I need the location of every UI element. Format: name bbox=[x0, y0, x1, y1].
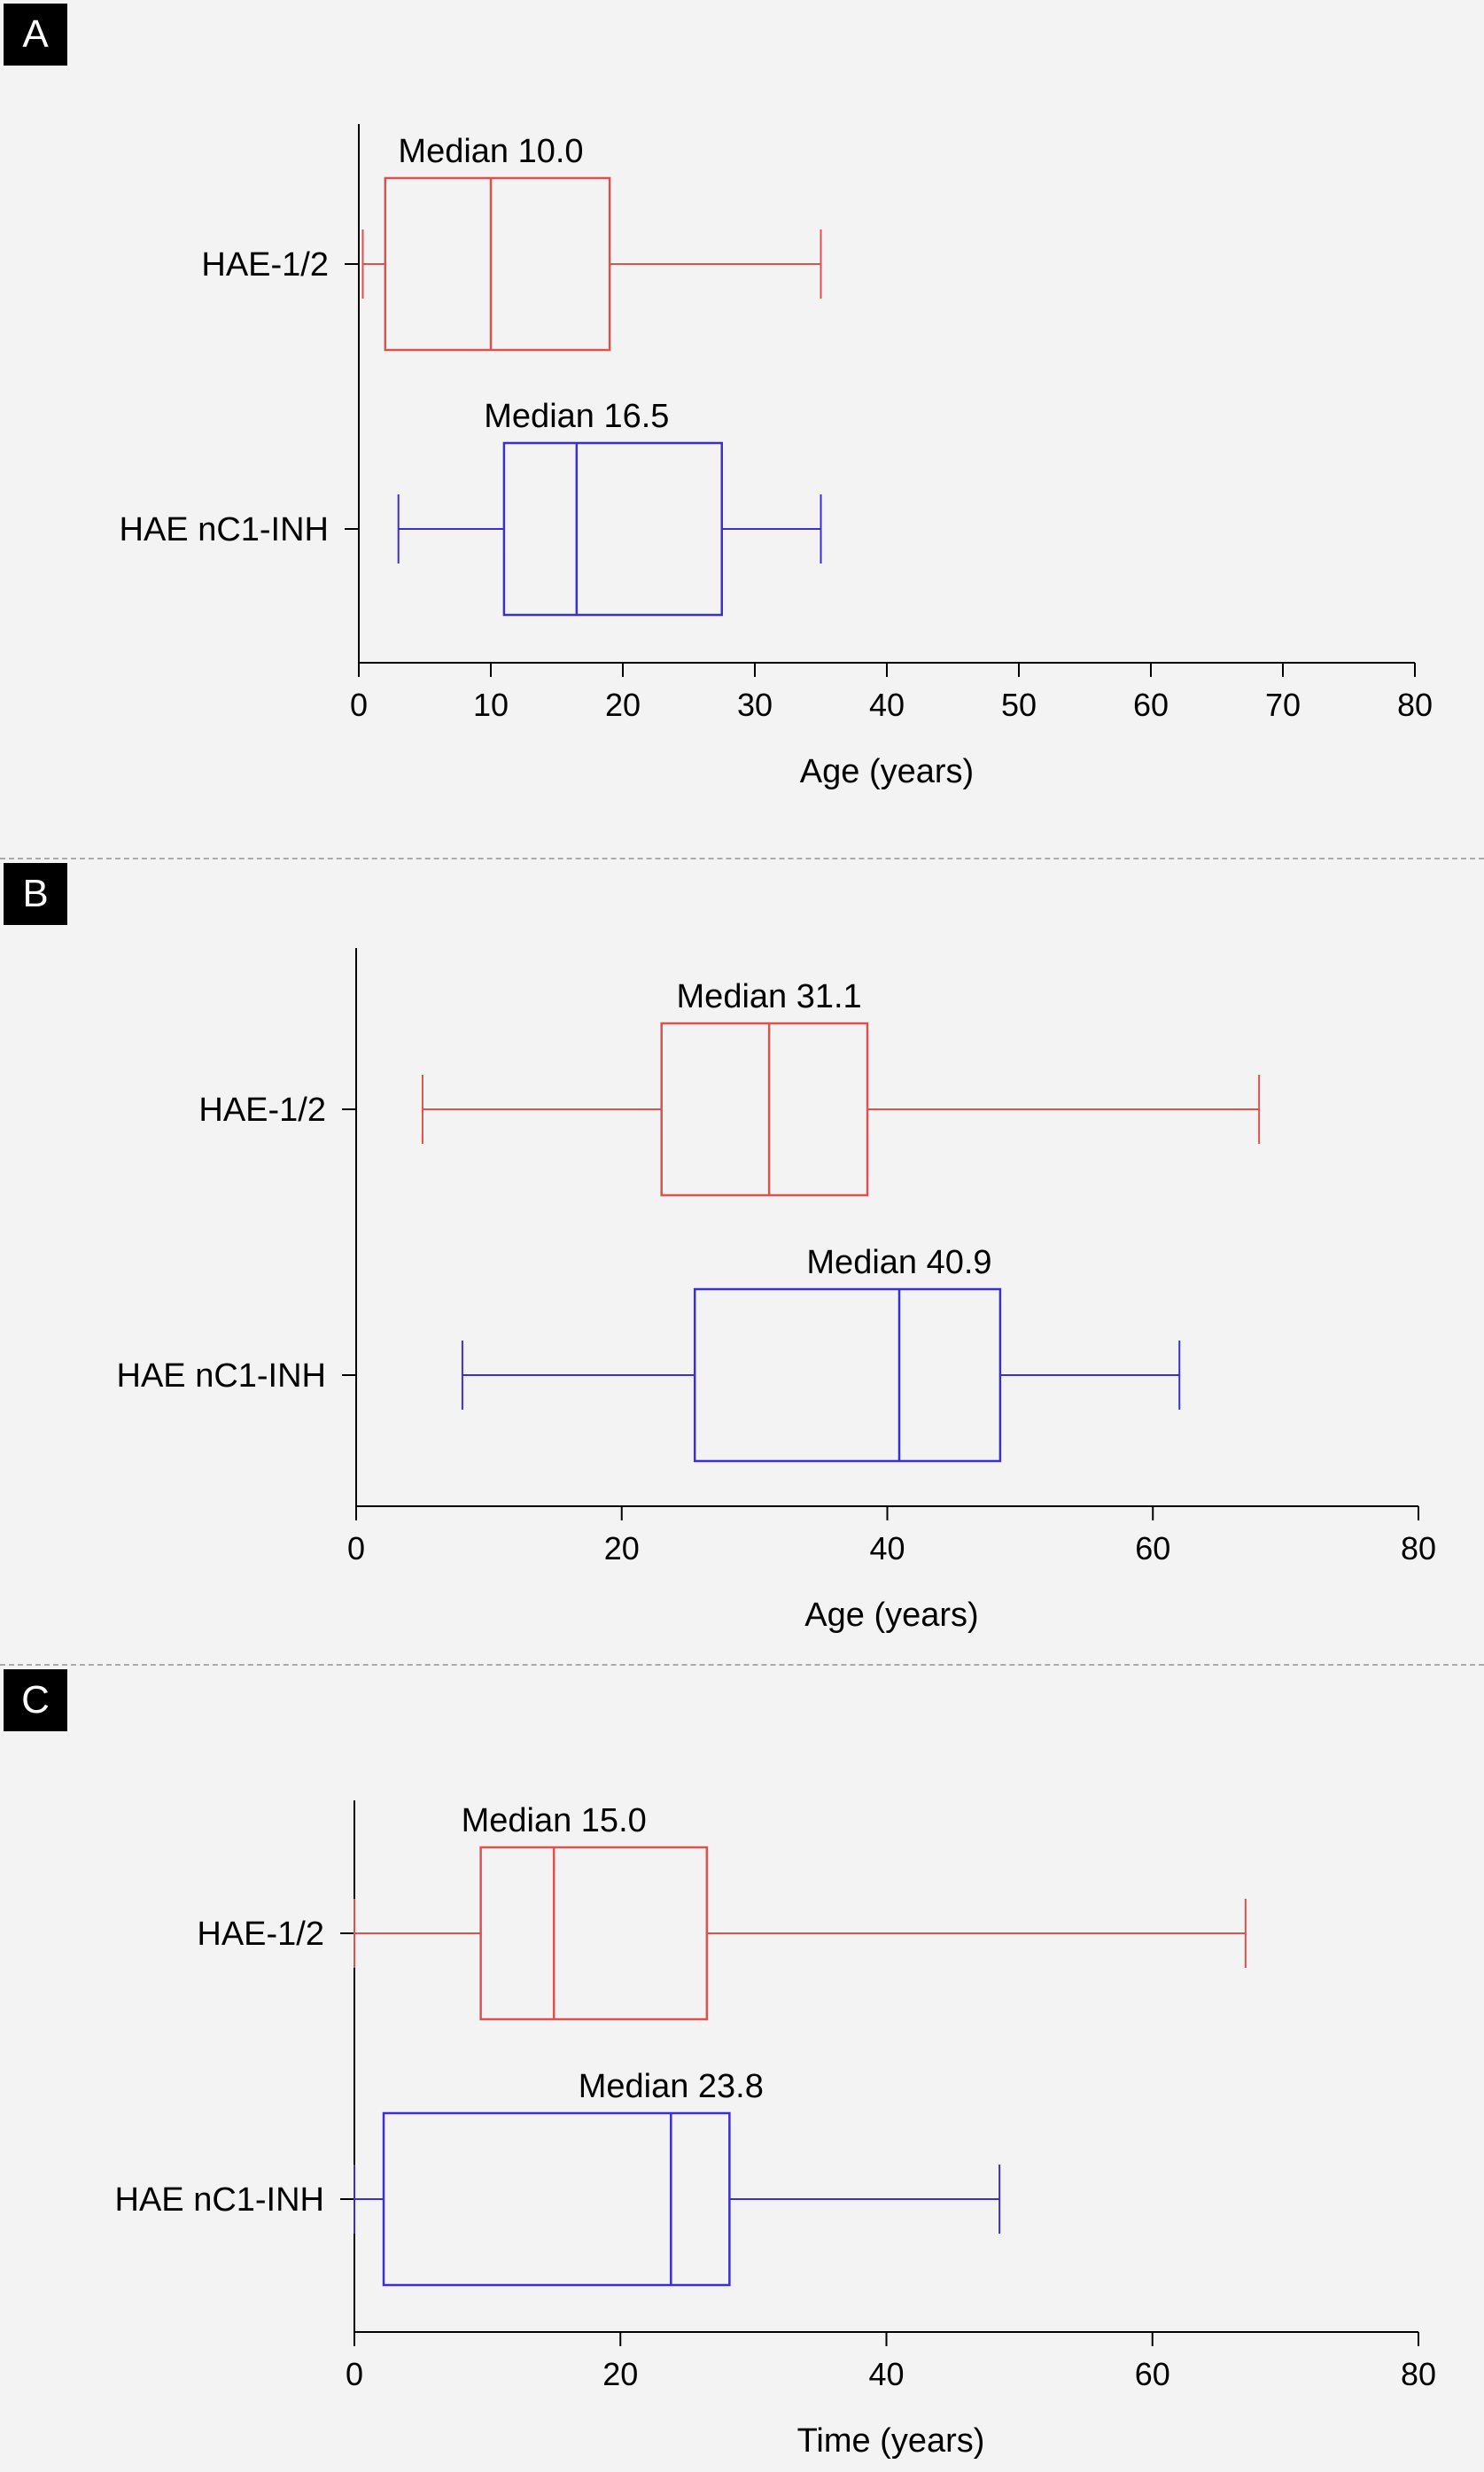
x-tick-label: 80 bbox=[1401, 1530, 1436, 1566]
x-tick-label: 40 bbox=[869, 687, 905, 723]
x-tick-label: 0 bbox=[347, 1530, 365, 1566]
x-tick-label: 70 bbox=[1265, 687, 1301, 723]
x-tick-label: 20 bbox=[604, 1530, 640, 1566]
panel-label: B bbox=[4, 863, 67, 925]
median-annotation: Median 31.1 bbox=[677, 978, 862, 1015]
y-category-label: HAE-1/2 bbox=[198, 1092, 326, 1129]
x-tick-label: 20 bbox=[602, 2356, 638, 2392]
median-annotation: Median 40.9 bbox=[806, 1244, 991, 1281]
box-iqr bbox=[693, 1287, 1002, 1463]
panel-label: A bbox=[4, 4, 67, 66]
x-tick-label: 80 bbox=[1397, 687, 1433, 723]
box-iqr bbox=[660, 1022, 869, 1197]
x-tick-label: 40 bbox=[869, 1530, 905, 1566]
x-tick-label: 40 bbox=[868, 2356, 904, 2392]
panel-divider bbox=[0, 1664, 1484, 1666]
y-category-label: HAE-1/2 bbox=[201, 246, 329, 284]
x-tick-label: 80 bbox=[1401, 2356, 1436, 2392]
x-axis-label: Age (years) bbox=[800, 753, 974, 790]
median-annotation: Median 16.5 bbox=[484, 398, 669, 435]
y-category-label: HAE nC1-INH bbox=[120, 511, 330, 548]
box-iqr bbox=[384, 176, 611, 352]
box-iqr bbox=[382, 2111, 731, 2287]
x-tick-label: 30 bbox=[737, 687, 773, 723]
panel-divider bbox=[0, 858, 1484, 859]
boxplot-chart-b: 0 20 40 60 80 Age (years) HAE-1/2 Median 31.1 HA… bbox=[117, 948, 1436, 1634]
x-axis-label: Age (years) bbox=[804, 1597, 978, 1634]
x-axis-label: Time (years) bbox=[797, 2422, 985, 2460]
panel-c: C 0 20 40 60 80 Time (years) HAE-1/2 Median 15.… bbox=[0, 1666, 1484, 2472]
box-iqr bbox=[502, 441, 724, 617]
x-tick-label: 50 bbox=[1001, 687, 1037, 723]
boxplot-chart-c: 0 20 40 60 80 Time (years) HAE-1/2 Median 15.0 H… bbox=[115, 1800, 1436, 2460]
panel-label: C bbox=[4, 1669, 67, 1731]
x-tick-label: 60 bbox=[1135, 2356, 1170, 2392]
y-category-label: HAE nC1-INH bbox=[117, 1357, 327, 1395]
x-tick-label: 60 bbox=[1135, 1530, 1170, 1566]
x-tick-label: 20 bbox=[605, 687, 641, 723]
x-tick-label: 0 bbox=[346, 2356, 363, 2392]
panel-a: A 0 10 20 30 40 50 60 70 80 Age (years) HAE-1/2 Med… bbox=[0, 0, 1484, 858]
panel-b: B 0 20 40 60 80 Age (years) HAE-1/2 Median 31.1… bbox=[0, 859, 1484, 1664]
median-annotation: Median 10.0 bbox=[398, 133, 583, 170]
x-tick-label: 10 bbox=[473, 687, 509, 723]
median-annotation: Median 15.0 bbox=[462, 1802, 647, 1839]
x-tick-label: 0 bbox=[350, 687, 368, 723]
boxplot-chart-a: 0 10 20 30 40 50 60 70 80 Age (years) HAE-1/2 Media… bbox=[120, 124, 1433, 790]
y-category-label: HAE-1/2 bbox=[197, 1916, 324, 1953]
median-annotation: Median 23.8 bbox=[579, 2068, 764, 2105]
x-tick-label: 60 bbox=[1133, 687, 1169, 723]
y-category-label: HAE nC1-INH bbox=[115, 2181, 325, 2219]
box-iqr bbox=[479, 1846, 709, 2021]
